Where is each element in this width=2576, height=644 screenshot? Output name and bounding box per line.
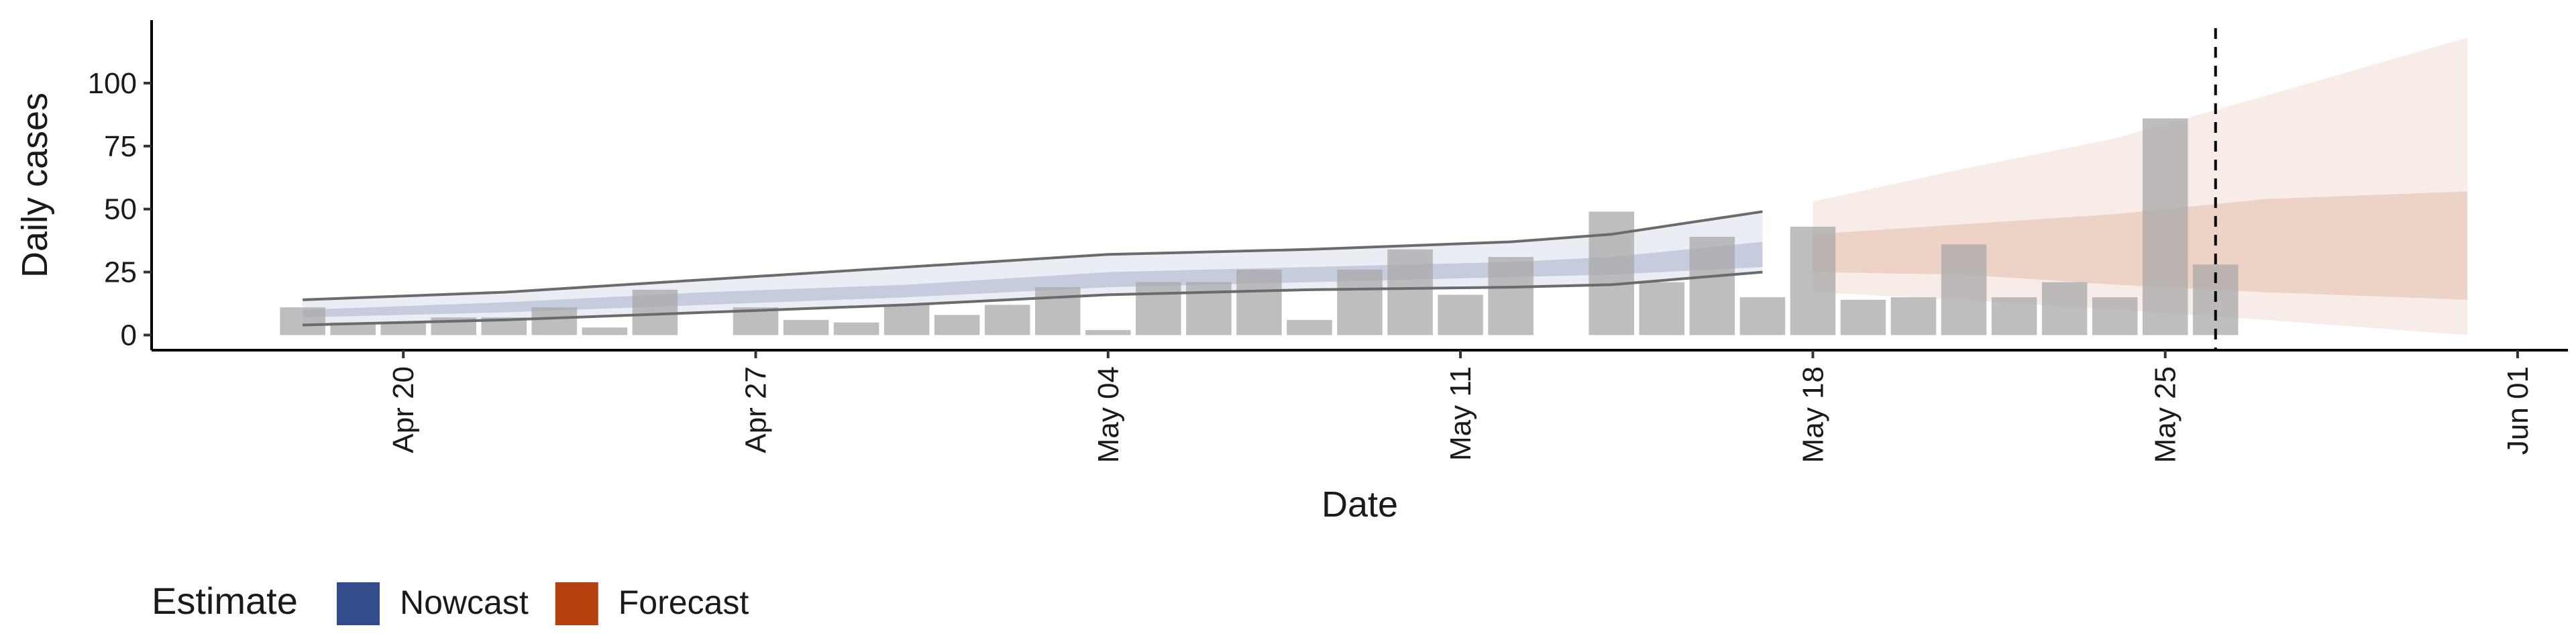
bar [280,307,325,335]
bar [1438,294,1483,335]
bar [1085,329,1131,335]
bar [1739,297,1786,335]
y-axis-title: Daily cases [15,93,55,278]
legend-label: Forecast [619,584,749,621]
bar [883,305,930,335]
x-tick-label: May 11 [1444,366,1477,461]
band-edge [303,210,1763,301]
x-tick-label: Apr 20 [387,366,420,453]
bar [1689,236,1735,335]
bar [1287,319,1332,335]
x-tick-label: May 25 [2149,366,2182,463]
bar [2041,282,2088,335]
legend-swatch [337,582,380,625]
bar [330,322,376,335]
bar [934,315,980,335]
bar [2092,297,2138,335]
legend-label: Nowcast [400,584,529,621]
bar [833,322,879,335]
bar [1840,299,1886,335]
bar [582,327,628,335]
bar [1890,297,1937,335]
y-tick-label: 0 [121,319,137,352]
bar [783,319,829,335]
x-tick-label: May 18 [1796,366,1829,463]
bar [1034,287,1081,335]
bar [2142,118,2188,335]
y-tick-label: 25 [104,256,137,289]
bar [1488,257,1534,335]
y-tick-label: 100 [88,67,137,100]
bar [1186,282,1232,335]
bar [1991,297,2037,335]
bar [1639,282,1685,335]
bar [1136,282,1181,335]
x-tick-label: Apr 27 [740,366,773,453]
bar [1941,244,1987,335]
bar [984,305,1030,335]
x-axis-title: Date [1322,484,1398,525]
bar [1387,249,1433,335]
legend-swatch [555,582,598,625]
bar [1236,269,1282,335]
bar [1589,211,1634,335]
bar [1337,269,1383,335]
bar [1790,226,1836,335]
legend-title: Estimate [152,580,298,622]
band-edge [303,270,1763,327]
bar [380,322,426,335]
bar [531,307,578,335]
x-tick-label: May 04 [1092,366,1125,463]
y-tick-label: 75 [104,130,137,163]
y-tick-label: 50 [104,193,137,226]
x-tick-label: Jun 01 [2502,366,2534,455]
